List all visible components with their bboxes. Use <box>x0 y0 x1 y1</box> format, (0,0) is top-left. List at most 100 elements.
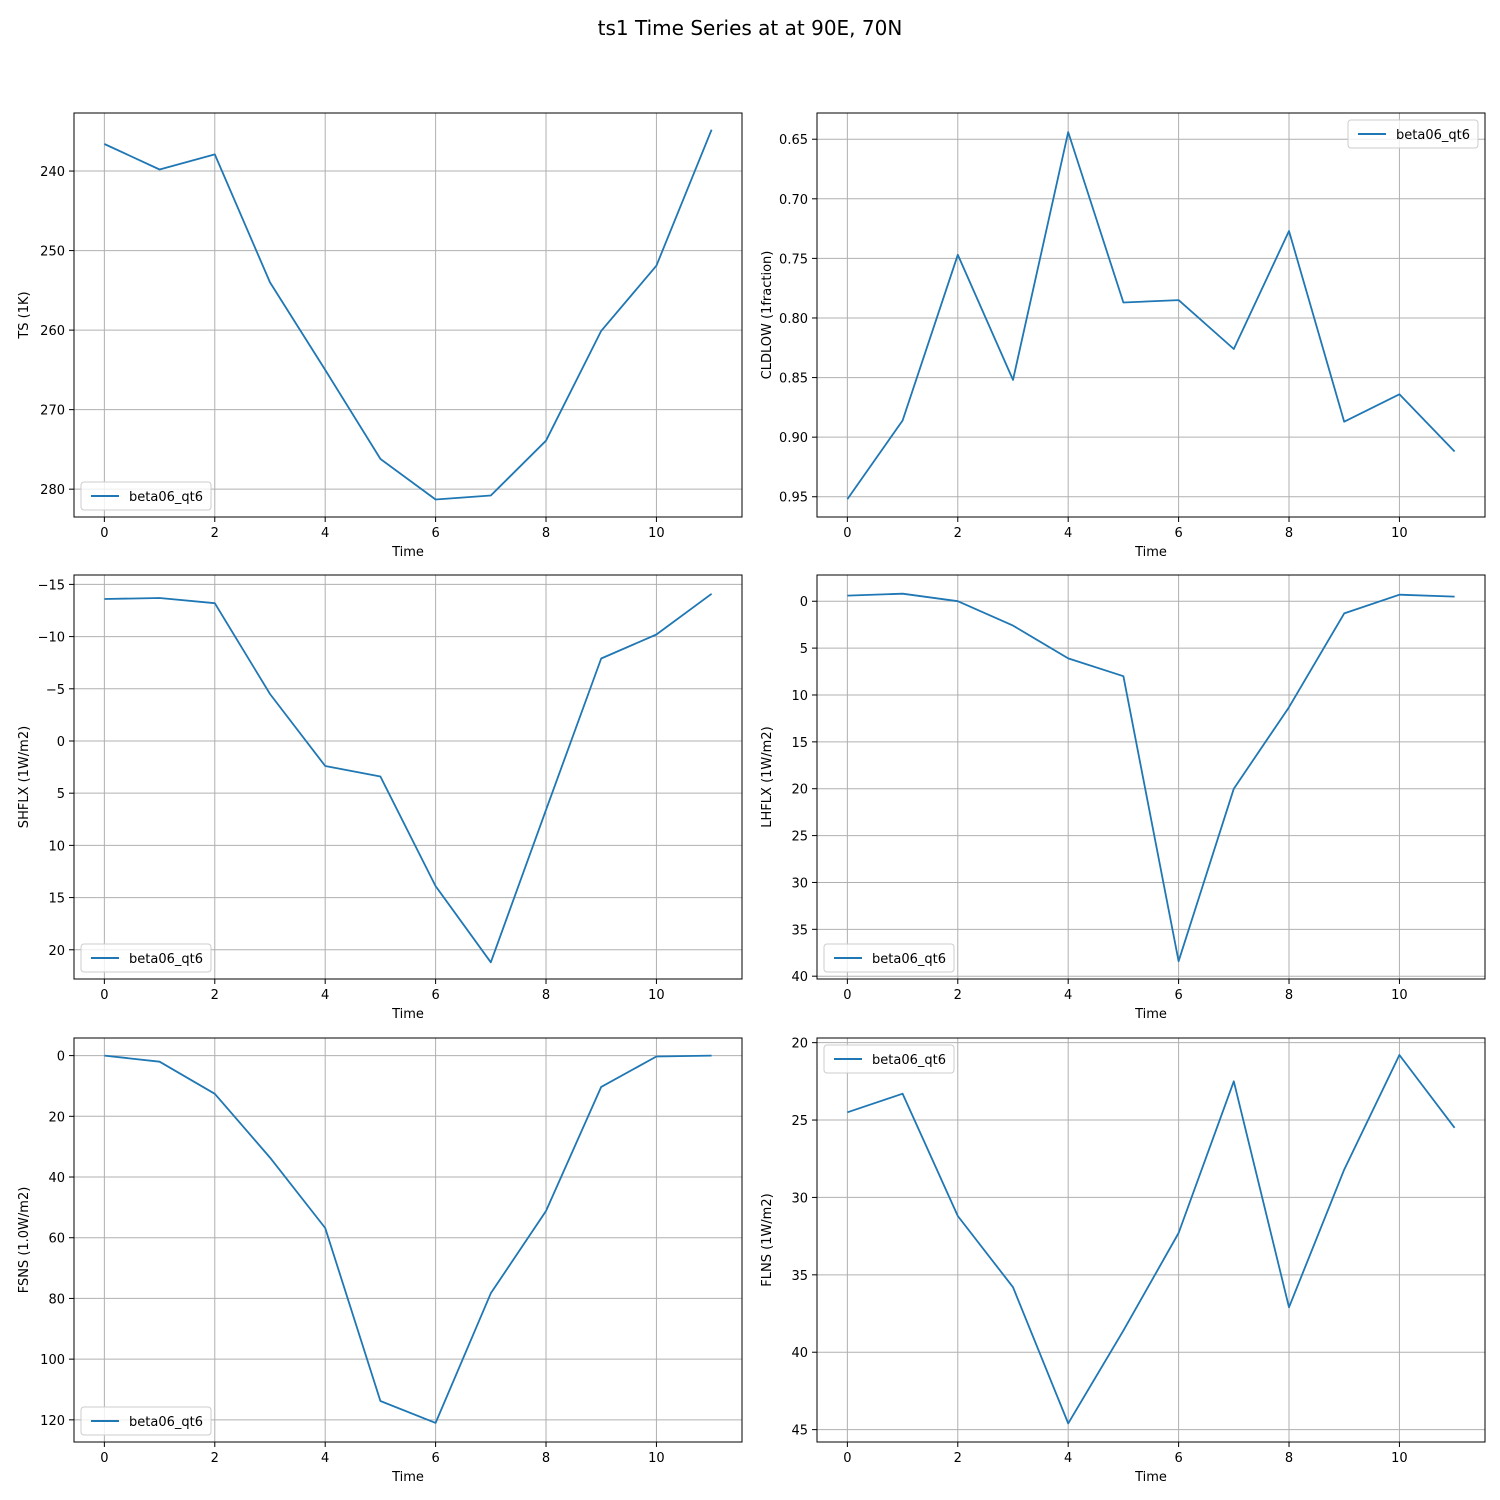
x-tick-label: 2 <box>211 1451 219 1466</box>
series-line <box>846 131 1456 500</box>
subplot-3: 0 2 4 6 8 10 −15 −10 −5 0 5 10 15 20 Time SHFLX (1W/m2)… <box>17 574 743 1022</box>
x-tick-label: 6 <box>1174 988 1182 1003</box>
y-tick-label: 60 <box>48 1232 65 1247</box>
x-axis-label: Time <box>1134 545 1167 560</box>
y-tick-label: 240 <box>40 165 65 180</box>
y-tick-label: 30 <box>791 1191 808 1206</box>
x-tick-label: 10 <box>1391 526 1408 541</box>
x-tick-label: 8 <box>542 988 550 1003</box>
legend-label: beta06_qt6 <box>129 952 203 967</box>
y-tick-label: 35 <box>791 923 808 938</box>
x-tick-label: 10 <box>1391 1451 1408 1466</box>
x-tick-label: 2 <box>211 988 219 1003</box>
series-line <box>104 129 713 501</box>
axes-frame <box>816 112 1486 518</box>
y-axis-label: TS (1K) <box>17 291 32 339</box>
y-axis-label: FSNS (1.0W/m2) <box>17 1187 32 1294</box>
x-tick-label: 6 <box>431 988 439 1003</box>
axes-frame <box>73 574 743 980</box>
legend-label: beta06_qt6 <box>129 1415 203 1430</box>
axes-frame <box>73 1037 743 1443</box>
y-tick-label: 35 <box>791 1269 808 1284</box>
y-tick-label: 15 <box>48 892 65 907</box>
subplot-4: 0 2 4 6 8 10 0 5 10 15 20 25 30 35 40 Time LHFLX (1W/m2)… <box>760 574 1486 1022</box>
x-tick-label: 6 <box>431 526 439 541</box>
y-tick-label: 100 <box>40 1353 65 1368</box>
legend-label: beta06_qt6 <box>872 1053 946 1068</box>
y-tick-label: 0 <box>57 735 65 750</box>
x-tick-label: 4 <box>1064 526 1072 541</box>
x-tick-label: 10 <box>1391 988 1408 1003</box>
x-tick-label: 6 <box>431 1451 439 1466</box>
x-tick-label: 4 <box>1064 988 1072 1003</box>
series-line <box>104 1054 712 1424</box>
legend-label: beta06_qt6 <box>129 490 203 505</box>
x-tick-label: 6 <box>1174 526 1182 541</box>
y-tick-label: 25 <box>791 830 808 845</box>
legend-label: beta06_qt6 <box>872 952 946 967</box>
x-tick-label: 8 <box>542 526 550 541</box>
subplot-1: 0 2 4 6 8 10 240 250 260 270 280 Time TS (1K) beta06_… <box>17 112 743 560</box>
y-tick-label: 10 <box>791 689 808 704</box>
y-tick-label: 0.85 <box>779 372 808 387</box>
x-tick-label: 2 <box>954 1451 962 1466</box>
y-tick-label: 260 <box>40 324 65 339</box>
legend: beta06_qt6 <box>80 1406 212 1436</box>
x-tick-label: 0 <box>843 526 851 541</box>
x-axis-label: Time <box>1134 1470 1167 1485</box>
subplot-6: 0 2 4 6 8 10 20 25 30 35 40 45 Time FLNS (1W/m2) beta0… <box>760 1037 1486 1485</box>
x-tick-label: 4 <box>321 1451 329 1466</box>
legend: beta06_qt6 <box>823 1044 955 1074</box>
y-tick-label: 0 <box>800 595 808 610</box>
x-tick-label: 2 <box>954 526 962 541</box>
legend-box <box>823 1044 955 1074</box>
x-tick-label: 0 <box>100 526 108 541</box>
legend-label: beta06_qt6 <box>1396 128 1470 143</box>
axes-frame <box>73 112 743 518</box>
x-tick-label: 2 <box>954 988 962 1003</box>
y-tick-label: 5 <box>800 642 808 657</box>
y-tick-label: 0.65 <box>779 133 808 148</box>
x-tick-label: 4 <box>1064 1451 1072 1466</box>
y-tick-label: 0.70 <box>779 193 808 208</box>
y-axis-label: LHFLX (1W/m2) <box>760 726 775 827</box>
x-tick-label: 10 <box>648 526 665 541</box>
x-axis-label: Time <box>391 1007 424 1022</box>
legend: beta06_qt6 <box>823 943 955 973</box>
legend: beta06_qt6 <box>80 481 212 511</box>
y-tick-label: 5 <box>57 787 65 802</box>
y-axis-label: CLDLOW (1fraction) <box>760 251 775 380</box>
x-axis-label: Time <box>1134 1007 1167 1022</box>
y-tick-label: 15 <box>791 736 808 751</box>
x-tick-label: 0 <box>843 1451 851 1466</box>
y-tick-label: 0.95 <box>779 491 808 506</box>
figure-title: ts1 Time Series at at 90E, 70N <box>597 16 903 40</box>
y-tick-label: −10 <box>38 631 65 646</box>
x-tick-label: 8 <box>542 1451 550 1466</box>
series-line <box>847 592 1455 963</box>
legend-box <box>80 481 212 511</box>
series-line <box>847 1054 1456 1425</box>
y-tick-label: 20 <box>791 783 808 798</box>
y-tick-label: 280 <box>40 483 65 498</box>
x-axis-label: Time <box>391 1470 424 1485</box>
axes-frame <box>816 574 1486 980</box>
legend-box <box>80 1406 212 1436</box>
y-tick-label: 45 <box>791 1424 808 1439</box>
y-tick-label: −15 <box>38 578 65 593</box>
y-tick-label: −5 <box>46 683 65 698</box>
subplot-2: 0 2 4 6 8 10 0.65 0.70 0.75 0.80 0.85 0.90 0.95 Time C… <box>760 112 1486 560</box>
y-tick-label: 0.80 <box>779 312 808 327</box>
y-tick-label: 40 <box>791 970 808 985</box>
y-tick-label: 20 <box>48 944 65 959</box>
y-tick-label: 30 <box>791 876 808 891</box>
y-tick-label: 0.75 <box>779 252 808 267</box>
y-tick-label: 270 <box>40 404 65 419</box>
legend-box <box>1347 119 1479 149</box>
y-tick-label: 20 <box>48 1110 65 1125</box>
x-tick-label: 8 <box>1285 988 1293 1003</box>
y-tick-label: 20 <box>791 1037 808 1052</box>
y-tick-label: 40 <box>48 1171 65 1186</box>
y-tick-label: 10 <box>48 839 65 854</box>
